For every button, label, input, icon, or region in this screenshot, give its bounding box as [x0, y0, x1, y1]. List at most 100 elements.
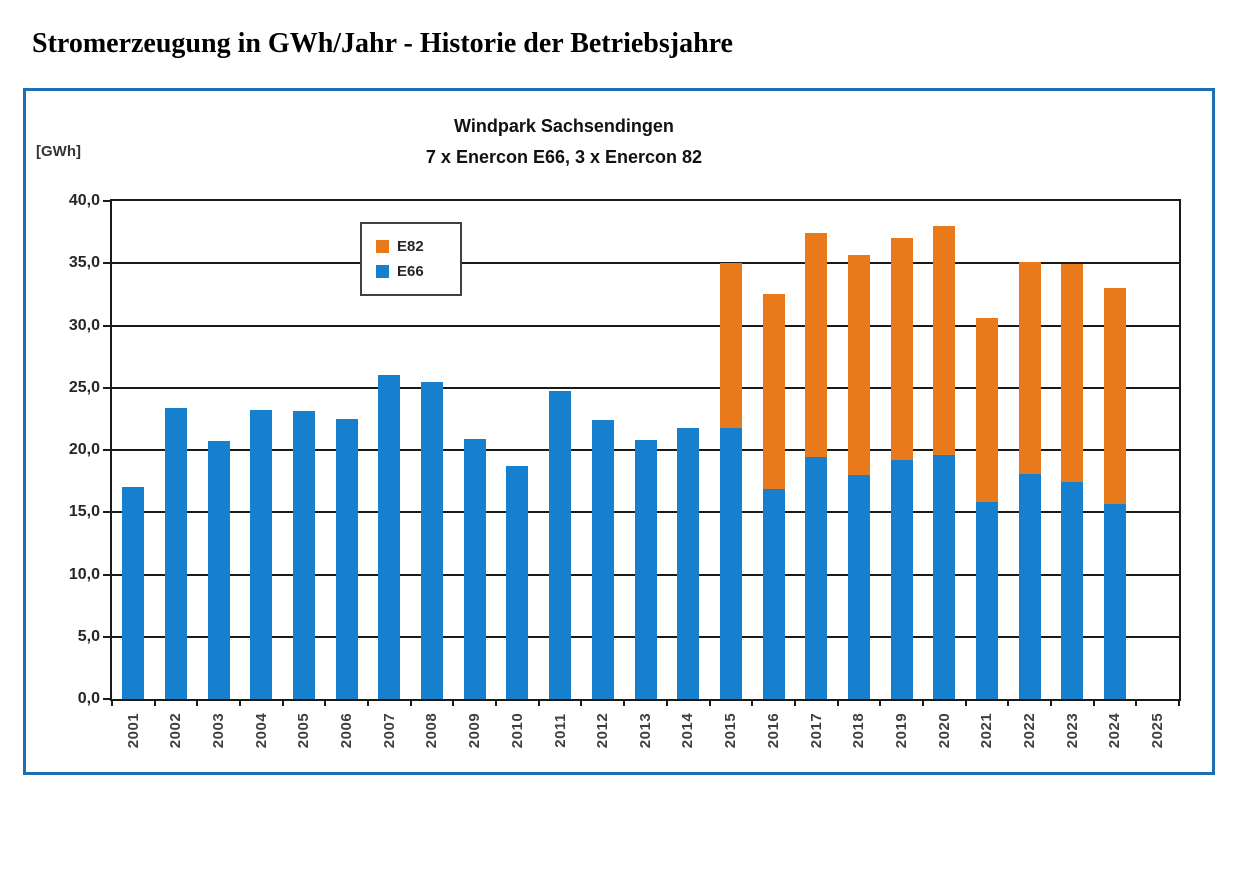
x-tick-label-2009: 2009 [453, 708, 497, 752]
bar-e66-2001 [122, 487, 145, 699]
x-tick-label-text: 2018 [850, 712, 868, 748]
x-tick-label-text: 2017 [807, 712, 825, 748]
x-tick-label-text: 2004 [252, 712, 270, 748]
x-tick-label-2023: 2023 [1050, 708, 1094, 752]
x-tick-mark [1049, 699, 1052, 706]
x-tick-label-2020: 2020 [922, 708, 966, 752]
x-tick-label-2010: 2010 [495, 708, 539, 752]
legend: E82 E66 [360, 222, 462, 296]
x-tick-label-text: 2022 [1021, 712, 1039, 748]
x-tick-mark [1135, 699, 1138, 706]
x-tick-label-text: 2023 [1063, 712, 1081, 748]
bar-e66-2019 [890, 459, 913, 699]
bar-e66-2007 [378, 375, 401, 699]
bar-e82-2015 [719, 263, 742, 428]
x-tick-label-2014: 2014 [666, 708, 710, 752]
x-tick-mark [196, 699, 199, 706]
x-tick-label-text: 2016 [765, 712, 783, 748]
y-tick-mark [103, 449, 112, 451]
bar-e66-2003 [207, 441, 230, 699]
x-tick-label-text: 2005 [295, 712, 313, 748]
x-tick-label-text: 2025 [1149, 712, 1167, 748]
y-tick-mark [103, 511, 112, 514]
bar-e66-2018 [847, 474, 870, 699]
bar-e82-2018 [847, 254, 870, 475]
bar-e66-2013 [634, 440, 657, 699]
bar-e82-2021 [975, 318, 998, 503]
x-tick-label-2003: 2003 [197, 708, 241, 752]
bar-e66-2010 [506, 466, 529, 699]
bar-e82-2016 [762, 294, 785, 489]
bar-e66-2021 [975, 502, 998, 699]
x-tick-mark [1092, 699, 1095, 706]
y-tick-mark [103, 698, 112, 700]
x-tick-mark [367, 699, 370, 706]
bar-e66-2022 [1018, 473, 1041, 699]
x-tick-label-2001: 2001 [111, 708, 155, 752]
y-tick-label: 0,0 [77, 690, 100, 707]
chart-title-line1: Windpark Sachsendingen [454, 116, 674, 136]
x-tick-mark [409, 699, 412, 706]
bar-e66-2004 [250, 410, 273, 699]
x-tick-label-text: 2009 [466, 712, 484, 748]
y-axis-unit-label: [GWh] [36, 143, 81, 160]
x-tick-label-2008: 2008 [410, 708, 454, 752]
x-tick-mark [1178, 699, 1180, 706]
x-tick-label-2005: 2005 [282, 708, 326, 752]
bar-e82-2020 [933, 225, 956, 455]
y-tick-mark [103, 200, 112, 202]
x-tick-label-text: 2012 [594, 712, 612, 748]
x-tick-label-2019: 2019 [880, 708, 924, 752]
bar-e82-2022 [1018, 262, 1041, 474]
x-tick-label-2025: 2025 [1136, 708, 1180, 752]
bar-e66-2008 [421, 381, 444, 699]
y-tick-mark [103, 262, 112, 265]
bar-e82-2023 [1061, 264, 1084, 483]
bar-e66-2024 [1103, 503, 1126, 699]
x-tick-label-2022: 2022 [1008, 708, 1052, 752]
chart-frame: Windpark Sachsendingen 7 x Enercon E66, … [23, 88, 1215, 775]
y-tick-label: 20,0 [68, 441, 100, 458]
x-tick-label-text: 2014 [679, 712, 697, 748]
x-tick-label-2002: 2002 [154, 708, 198, 752]
x-tick-mark [324, 699, 327, 706]
y-tick-mark [103, 635, 112, 638]
bar-e66-2016 [762, 488, 785, 699]
x-tick-label-2017: 2017 [794, 708, 838, 752]
x-tick-mark [281, 699, 284, 706]
plot-area: 0,0 5,0 10,0 15,0 20,0 25,0 30,0 35,0 40,0 2001 20… [69, 192, 1181, 748]
x-tick-label-text: 2008 [423, 712, 441, 748]
x-tick-label-text: 2015 [722, 712, 740, 748]
x-tick-mark [964, 699, 967, 706]
bar-e66-2020 [933, 454, 956, 699]
y-tick-mark [103, 573, 112, 576]
legend-item-e66: E66 [376, 259, 448, 284]
x-tick-mark [495, 699, 498, 706]
x-tick-label-2013: 2013 [624, 708, 668, 752]
gridline-35 [112, 262, 1179, 265]
x-tick-mark [537, 699, 540, 706]
y-tick-label: 30,0 [68, 316, 100, 334]
x-tick-label-text: 2013 [637, 712, 654, 748]
y-tick-mark [103, 324, 112, 327]
legend-swatch-e82 [376, 240, 389, 253]
x-tick-label-text: 2001 [124, 712, 142, 748]
x-tick-label-2016: 2016 [752, 708, 796, 752]
legend-item-e82: E82 [376, 234, 448, 259]
x-tick-mark [665, 699, 668, 706]
bar-e66-2012 [591, 420, 614, 699]
bar-e82-2017 [805, 233, 828, 458]
x-tick-label-2007: 2007 [367, 708, 411, 752]
page-title: Stromerzeugung in GWh/Jahr - Historie de… [32, 28, 733, 59]
x-tick-label-text: 2003 [210, 712, 228, 748]
bar-e82-2024 [1103, 288, 1126, 504]
x-tick-label-2012: 2012 [581, 708, 625, 752]
x-tick-mark [879, 699, 882, 706]
x-tick-label-2011: 2011 [538, 708, 582, 752]
x-tick-mark [623, 699, 626, 706]
bar-e66-2017 [805, 457, 828, 699]
y-tick-label: 10,0 [68, 565, 100, 583]
x-tick-label-text: 2021 [978, 712, 996, 748]
bar-e66-2006 [335, 418, 358, 699]
bar-e66-2009 [463, 438, 486, 699]
